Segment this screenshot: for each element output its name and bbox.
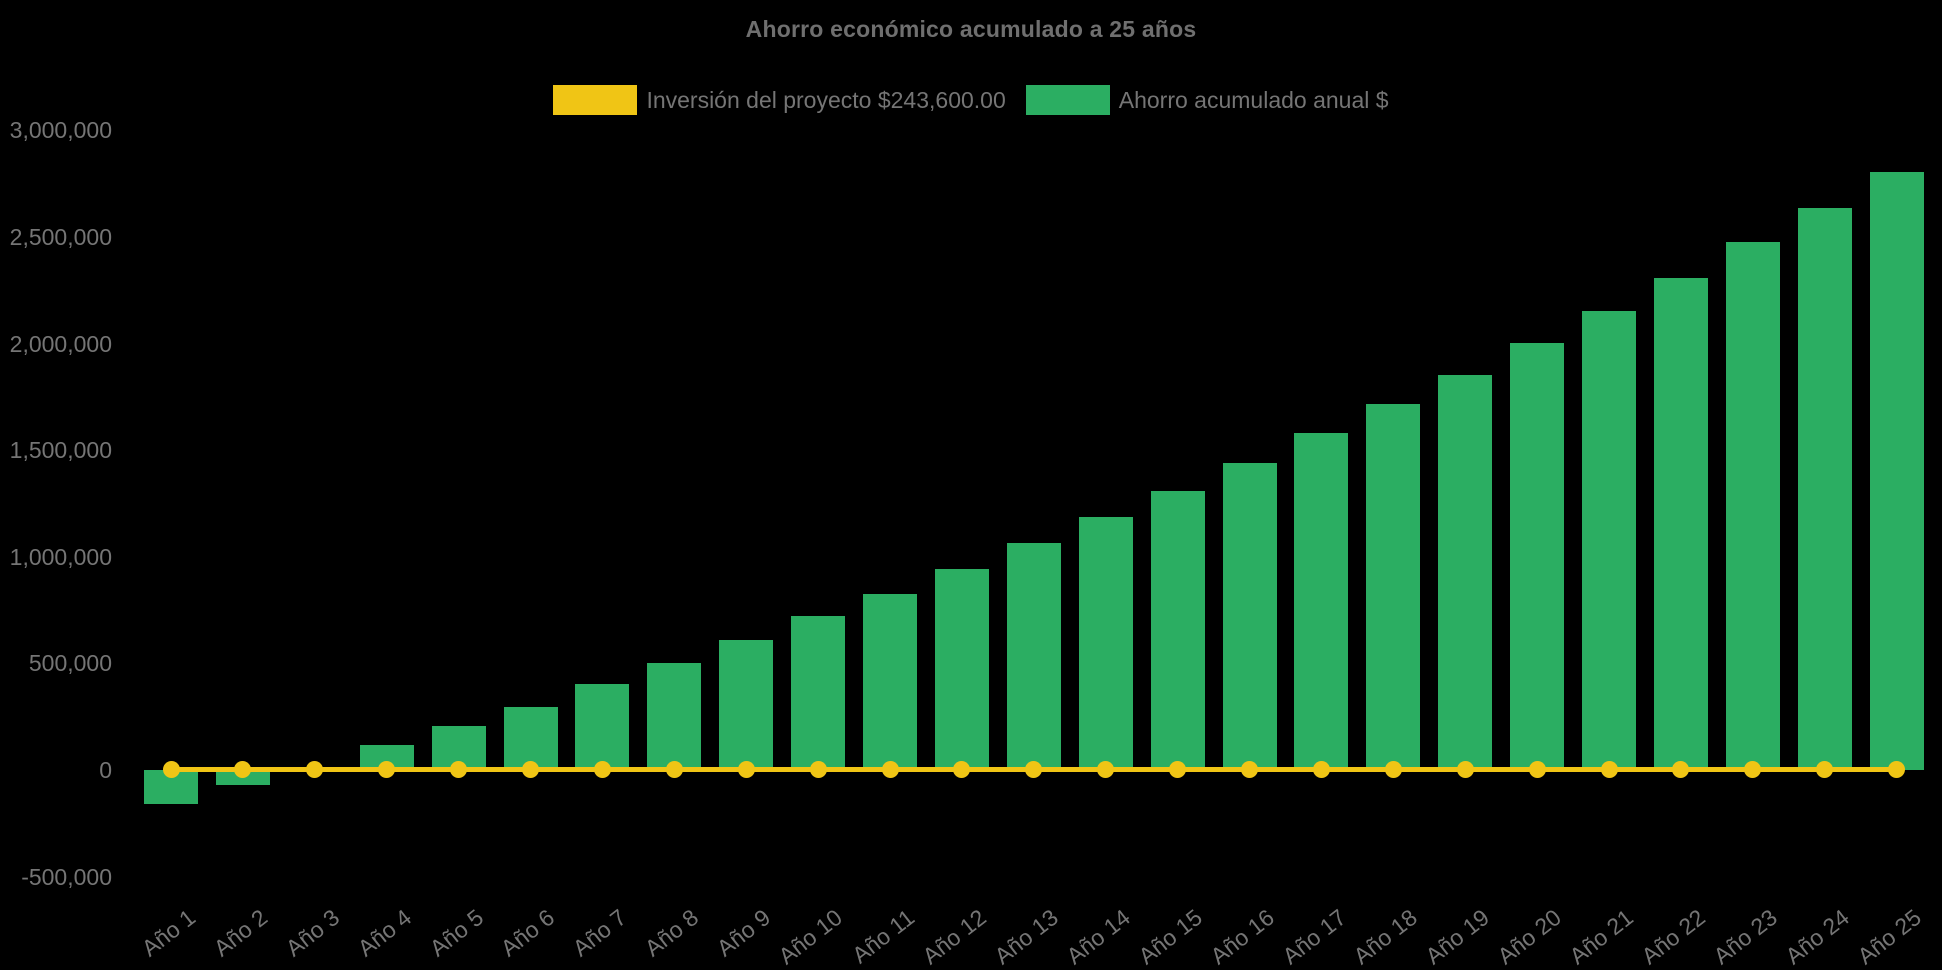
investment-line-marker[interactable] <box>1241 760 1258 778</box>
investment-line-marker[interactable] <box>809 760 827 778</box>
investment-line-marker[interactable] <box>665 760 683 778</box>
investment-line-marker[interactable] <box>1169 760 1187 778</box>
investment-line-marker[interactable] <box>378 760 396 778</box>
savings-bar-año-13[interactable] <box>1006 542 1061 770</box>
savings-bar-año-21[interactable] <box>1582 310 1636 770</box>
investment-line-marker[interactable] <box>162 760 180 778</box>
legend-item-savings[interactable]: Ahorro acumulado anual $ <box>1025 85 1389 115</box>
savings-bar-año-8[interactable] <box>647 663 702 770</box>
x-axis-tick-label: Año 6 <box>496 904 560 962</box>
investment-swatch <box>553 85 638 115</box>
investment-line-marker[interactable] <box>593 760 611 778</box>
savings-bar-año-23[interactable] <box>1725 242 1780 770</box>
investment-line-marker[interactable] <box>1600 760 1618 778</box>
investment-line-marker[interactable] <box>1312 760 1330 778</box>
x-axis-tick-label: Año 20 <box>1492 904 1567 970</box>
savings-bar-año-14[interactable] <box>1078 517 1133 770</box>
savings-bar-año-24[interactable] <box>1797 208 1852 770</box>
savings-bar-año-11[interactable] <box>863 594 917 770</box>
x-axis-tick-label: Año 5 <box>424 904 488 962</box>
savings-bar-año-15[interactable] <box>1150 490 1205 770</box>
x-axis-tick-label: Año 3 <box>280 904 344 962</box>
savings-bar-año-7[interactable] <box>575 683 630 770</box>
savings-bar-año-17[interactable] <box>1294 433 1349 770</box>
investment-line-marker[interactable] <box>953 760 971 778</box>
x-axis-tick-label: Año 21 <box>1564 904 1639 970</box>
legend-label-savings: Ahorro acumulado anual $ <box>1118 86 1389 113</box>
x-axis-tick-label: Año 24 <box>1780 904 1854 970</box>
x-axis-tick-label: Año 2 <box>208 904 272 962</box>
x-axis-tick-label: Año 25 <box>1852 904 1926 970</box>
investment-line-marker[interactable] <box>1384 760 1402 778</box>
savings-swatch <box>1025 85 1110 115</box>
investment-line-marker[interactable] <box>1672 760 1690 778</box>
investment-line-marker[interactable] <box>1816 760 1834 778</box>
x-axis-tick-label: Año 13 <box>989 904 1063 970</box>
savings-bar-año-22[interactable] <box>1653 277 1708 770</box>
y-axis-tick-label: 0 <box>99 757 112 783</box>
investment-line-marker[interactable] <box>1456 760 1474 778</box>
x-axis-tick-label: Año 22 <box>1636 904 1710 970</box>
savings-bar-año-25[interactable] <box>1869 171 1924 770</box>
y-axis-tick-label: 500,000 <box>28 650 112 677</box>
x-axis-tick-label: Año 4 <box>352 904 416 962</box>
legend-item-investment[interactable]: Inversión del proyecto $243,600.00 <box>553 85 1006 115</box>
x-axis-tick-label: Año 9 <box>711 904 776 962</box>
x-axis-tick-label: Año 14 <box>1061 904 1135 970</box>
investment-line-marker[interactable] <box>450 760 468 778</box>
x-axis-tick-label: Año 8 <box>639 904 704 962</box>
x-axis-tick-label: Año 10 <box>773 904 848 970</box>
savings-bar-año-18[interactable] <box>1366 404 1421 770</box>
x-axis-tick-label: Año 18 <box>1348 904 1423 970</box>
x-axis-tick-label: Año 7 <box>568 904 632 962</box>
savings-bar-año-12[interactable] <box>934 568 989 770</box>
investment-line-marker[interactable] <box>1888 760 1906 778</box>
x-axis-tick-label: Año 19 <box>1420 904 1495 970</box>
x-axis-tick-label: Año 1 <box>136 904 201 962</box>
investment-line-marker[interactable] <box>1025 760 1043 778</box>
investment-line-marker[interactable] <box>737 760 755 778</box>
y-axis-tick-label: 1,000,000 <box>9 543 112 570</box>
investment-line-marker[interactable] <box>306 760 324 778</box>
investment-line-marker[interactable] <box>1097 760 1115 778</box>
savings-bar-año-9[interactable] <box>719 639 774 770</box>
investment-line-marker[interactable] <box>234 760 252 778</box>
x-axis-tick-label: Año 17 <box>1276 904 1351 970</box>
legend: Inversión del proyecto $243,600.00 Ahorr… <box>0 85 1942 115</box>
chart-title: Ahorro económico acumulado a 25 años <box>745 16 1197 42</box>
x-axis-tick-label: Año 12 <box>917 904 991 970</box>
savings-bar-año-6[interactable] <box>503 707 558 770</box>
x-axis-tick-label: Año 11 <box>846 904 920 969</box>
investment-line-marker[interactable] <box>881 760 899 778</box>
investment-line-marker[interactable] <box>1528 760 1546 778</box>
savings-bar-año-16[interactable] <box>1222 462 1277 770</box>
y-axis-tick-label: -500,000 <box>21 863 112 890</box>
legend-label-investment: Inversión del proyecto $243,600.00 <box>646 86 1006 113</box>
x-axis-tick-label: Año 23 <box>1708 904 1782 970</box>
savings-bar-año-19[interactable] <box>1438 374 1493 770</box>
savings-bar-año-20[interactable] <box>1510 342 1565 770</box>
savings-bar-año-10[interactable] <box>791 616 846 770</box>
y-axis-tick-label: 1,500,000 <box>9 437 112 464</box>
investment-line-marker[interactable] <box>522 760 539 778</box>
investment-line-marker[interactable] <box>1744 760 1762 778</box>
y-axis-tick-label: 2,500,000 <box>9 224 112 250</box>
y-axis-tick-label: 3,000,000 <box>9 117 112 144</box>
x-axis-tick-label: Año 16 <box>1205 904 1279 970</box>
x-axis-tick-label: Año 15 <box>1133 904 1207 970</box>
y-axis-tick-label: 2,000,000 <box>9 330 112 357</box>
